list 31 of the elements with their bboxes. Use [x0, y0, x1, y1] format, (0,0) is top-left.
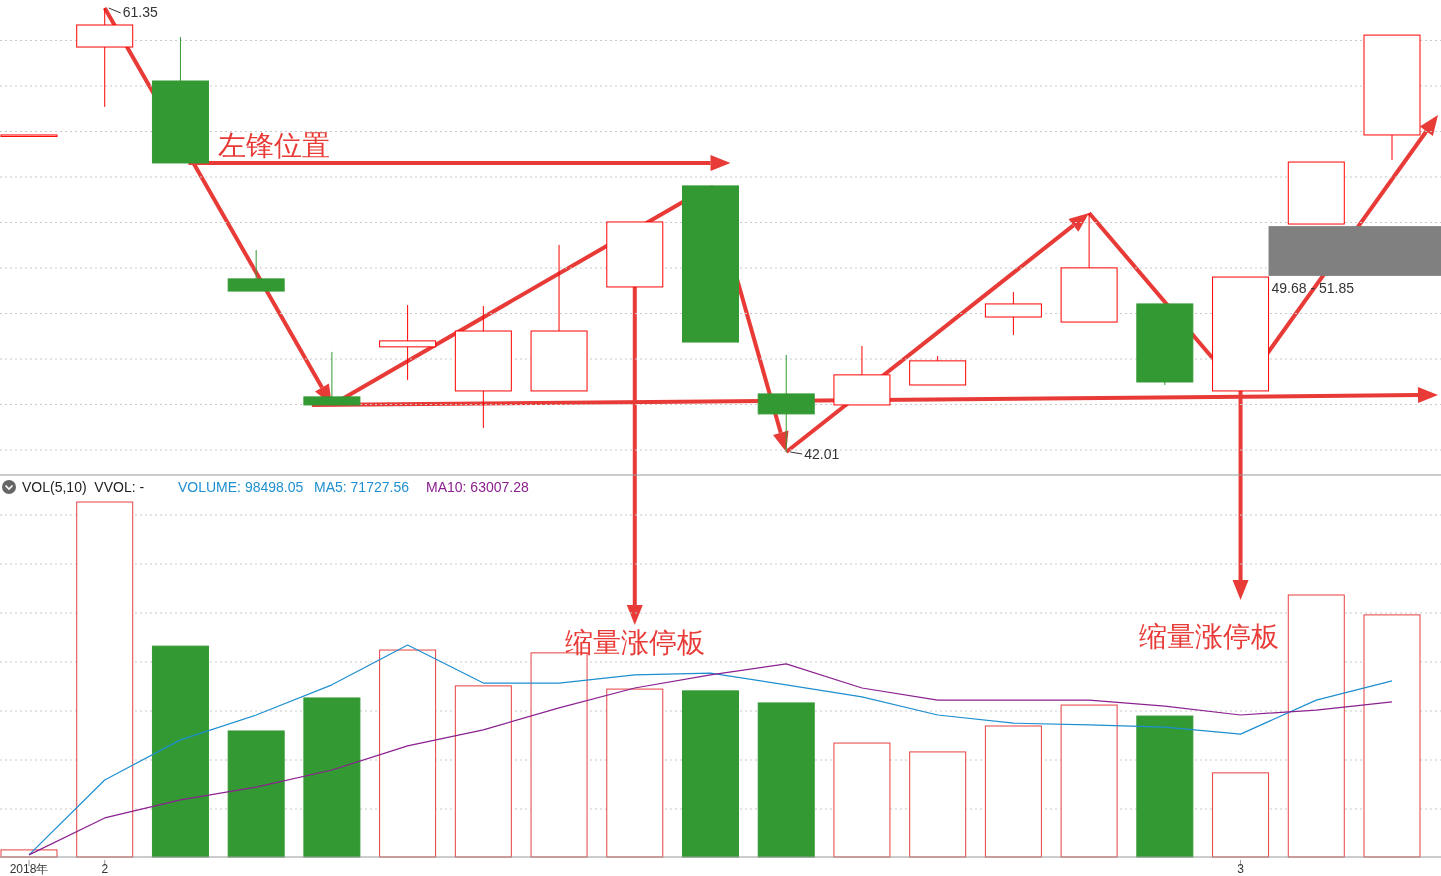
bar [606, 688, 664, 858]
bar [682, 690, 739, 858]
x-tick-label: 2 [101, 862, 109, 876]
bar [757, 702, 815, 858]
chart-title: VOL(5,10) VVOL: - [22, 479, 145, 495]
bar [1287, 594, 1345, 858]
band-label: 49.68 - 51.85 [1271, 279, 1355, 296]
bar [227, 730, 285, 858]
annotation: 左锋位置 [218, 129, 331, 162]
bar [1212, 772, 1270, 858]
bar [909, 751, 967, 858]
annotation: 42.01 [804, 446, 840, 462]
bar [303, 697, 361, 858]
text: MA10: 63007.28 [426, 479, 529, 495]
bar [151, 645, 209, 858]
x-tick-label: 2018年 [9, 862, 49, 876]
bar [1363, 614, 1421, 858]
bar [76, 501, 134, 858]
bar [454, 685, 512, 858]
text: MA5: 71727.56 [314, 479, 410, 495]
bar [833, 742, 891, 858]
bar [1060, 704, 1118, 858]
annotation: 缩量涨停板 [1138, 620, 1279, 653]
bar [984, 725, 1042, 858]
bar [1136, 715, 1194, 858]
annotation: 缩量涨停板 [564, 626, 705, 659]
x-tick-label: 3 [1237, 862, 1245, 876]
candlestick [379, 304, 437, 381]
text: VOLUME: 98498.05 [178, 479, 304, 495]
bar [379, 649, 437, 858]
annotation: 61.35 [122, 4, 158, 20]
